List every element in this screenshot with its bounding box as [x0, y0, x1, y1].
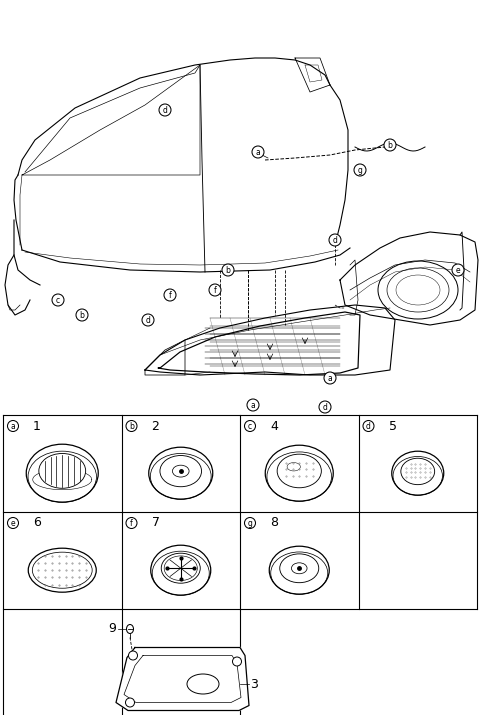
Text: e: e: [456, 265, 460, 275]
Ellipse shape: [39, 453, 85, 488]
Text: g: g: [248, 518, 252, 528]
Text: 2: 2: [152, 420, 159, 433]
Text: d: d: [366, 422, 371, 430]
Ellipse shape: [151, 546, 211, 595]
Circle shape: [452, 264, 464, 276]
Circle shape: [319, 401, 331, 413]
Text: a: a: [251, 400, 255, 410]
Ellipse shape: [161, 553, 200, 583]
Ellipse shape: [160, 455, 202, 487]
Ellipse shape: [392, 451, 444, 495]
Ellipse shape: [277, 454, 321, 488]
Ellipse shape: [149, 447, 213, 499]
Circle shape: [363, 420, 374, 431]
Circle shape: [244, 420, 255, 431]
Ellipse shape: [265, 445, 333, 501]
Text: a: a: [256, 147, 260, 157]
Circle shape: [222, 264, 234, 276]
Text: f: f: [214, 285, 216, 295]
Text: 1: 1: [33, 420, 41, 433]
Circle shape: [232, 657, 241, 666]
Text: b: b: [129, 422, 134, 430]
Text: c: c: [248, 422, 252, 430]
Text: d: d: [163, 106, 168, 114]
Polygon shape: [116, 648, 249, 711]
Circle shape: [354, 164, 366, 176]
Text: g: g: [358, 165, 362, 174]
Ellipse shape: [401, 458, 435, 485]
Text: a: a: [11, 422, 15, 430]
Text: b: b: [80, 310, 84, 320]
Text: 3: 3: [250, 678, 258, 691]
Text: e: e: [11, 518, 15, 528]
Ellipse shape: [280, 554, 319, 583]
Circle shape: [129, 651, 137, 660]
Text: d: d: [323, 403, 327, 412]
Circle shape: [247, 399, 259, 411]
Text: f: f: [168, 290, 171, 300]
Circle shape: [52, 294, 64, 306]
Circle shape: [252, 146, 264, 158]
Circle shape: [244, 518, 255, 528]
Ellipse shape: [187, 674, 219, 694]
Text: b: b: [226, 265, 230, 275]
Text: 5: 5: [388, 420, 396, 433]
Circle shape: [142, 314, 154, 326]
Circle shape: [125, 698, 134, 707]
Text: b: b: [387, 141, 393, 149]
Text: 8: 8: [270, 516, 278, 530]
Circle shape: [329, 234, 341, 246]
Text: 9: 9: [108, 623, 116, 636]
Text: c: c: [56, 295, 60, 305]
Ellipse shape: [127, 624, 133, 633]
Circle shape: [384, 139, 396, 151]
Circle shape: [324, 372, 336, 384]
Text: 4: 4: [270, 420, 278, 433]
Circle shape: [209, 284, 221, 296]
Text: d: d: [145, 315, 150, 325]
Text: f: f: [130, 518, 133, 528]
Ellipse shape: [28, 548, 96, 592]
Circle shape: [159, 104, 171, 116]
Circle shape: [164, 289, 176, 301]
Circle shape: [126, 518, 137, 528]
Circle shape: [8, 420, 19, 431]
Circle shape: [8, 518, 19, 528]
Text: 6: 6: [33, 516, 41, 530]
Ellipse shape: [26, 444, 98, 502]
Text: a: a: [328, 373, 332, 383]
Text: d: d: [333, 235, 337, 245]
Circle shape: [76, 309, 88, 321]
Text: 7: 7: [152, 516, 159, 530]
Ellipse shape: [269, 546, 329, 594]
Circle shape: [126, 420, 137, 431]
